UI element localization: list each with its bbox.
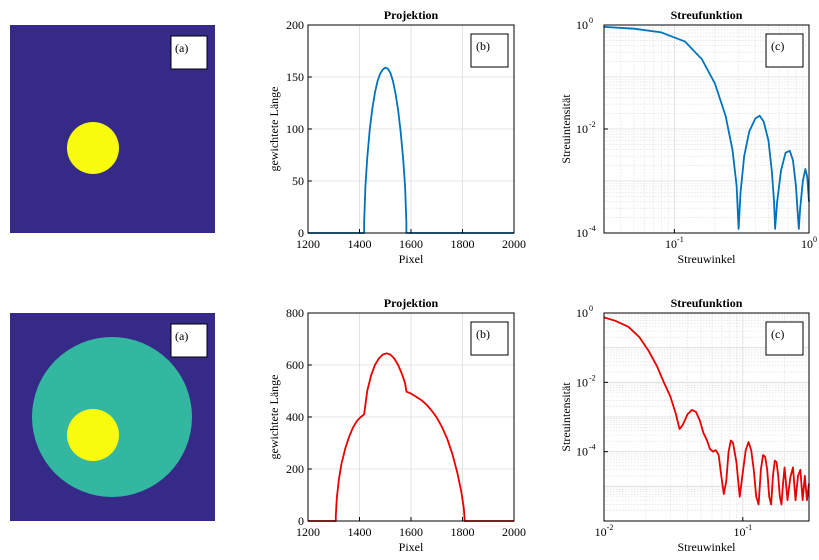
y-tick-label: 150: [286, 70, 304, 84]
y-tick-label: 0: [298, 226, 304, 240]
y-tick-label: 10: [576, 306, 588, 320]
y-tick-exponent: -4: [589, 224, 596, 233]
y-axis-label: gewichtete Länge: [267, 87, 281, 172]
x-tick-label: 1200: [296, 525, 320, 539]
projection-chart-bottom: 1200 1400 1600 1800 2000 0 200 400 600 800 Projekt…: [267, 296, 526, 554]
y-tick-label: 10: [576, 375, 588, 389]
series-line-0: [603, 25, 810, 230]
x-tick-label: 1600: [399, 237, 423, 251]
chart-title: Projektion: [384, 8, 439, 22]
y-axis-label: gewichtete Länge: [267, 375, 281, 460]
y-tick-label: 200: [286, 18, 304, 32]
x-tick-label: 1800: [451, 237, 475, 251]
image-panel-top: (a): [10, 25, 215, 233]
x-tick-label: 1600: [399, 525, 423, 539]
teal-disk: [32, 337, 192, 497]
y-tick-label: 800: [286, 306, 304, 320]
x-axis-label: Streuwinkel: [678, 540, 737, 554]
series-line-0: [308, 66, 514, 234]
y-tick-exponent: -2: [589, 120, 596, 129]
panel-label-box: [470, 33, 509, 68]
axes-frame: [603, 312, 810, 522]
y-tick-label: 600: [286, 358, 304, 372]
x-tick-label: 1400: [348, 525, 372, 539]
yellow-disk: [67, 122, 119, 174]
panel-label: (a): [175, 329, 188, 343]
y-tick-label: 10: [576, 445, 588, 459]
series-line-0: [603, 316, 810, 506]
panel-label-box: [765, 33, 804, 68]
y-axis-label: Streuintensität: [559, 94, 573, 164]
y-tick-label: 400: [286, 410, 304, 424]
y-tick-label: 200: [286, 462, 304, 476]
y-tick-exponent: -4: [589, 443, 596, 452]
y-tick-label: 10: [576, 18, 588, 32]
chart-title: Projektion: [384, 296, 439, 310]
y-axis-label: Streuintensität: [559, 382, 573, 452]
panel-label-box: [170, 35, 208, 70]
panel-label-box: [765, 321, 804, 356]
yellow-disk: [67, 409, 119, 461]
y-tick-label: 100: [286, 122, 304, 136]
y-tick-exponent: -2: [589, 373, 596, 382]
x-tick-label: 100: [801, 235, 817, 251]
panel-label-box: [170, 323, 208, 358]
panel-label: (a): [175, 41, 188, 55]
x-tick-label: 1200: [296, 237, 320, 251]
panel-label: (c): [771, 39, 784, 53]
y-tick-label: 50: [292, 174, 304, 188]
x-tick-label: 2000: [502, 525, 526, 539]
image-panel-bottom: (a): [10, 313, 215, 521]
y-tick-exponent: 0: [589, 16, 593, 25]
y-tick-label: 0: [298, 514, 304, 528]
chart-title: Streufunktion: [671, 8, 743, 22]
x-axis-label: Pixel: [399, 540, 424, 554]
y-tick-label: 10: [576, 122, 588, 136]
grid: [603, 312, 810, 522]
x-tick-label: 1800: [451, 525, 475, 539]
x-tick-label: 10-2: [595, 523, 614, 539]
panel-label: (b): [476, 39, 490, 53]
x-tick-label: 1400: [348, 237, 372, 251]
series-line-0: [308, 352, 514, 522]
x-axis-label: Streuwinkel: [678, 252, 737, 266]
chart-title: Streufunktion: [671, 296, 743, 310]
x-axis-label: Pixel: [399, 252, 424, 266]
x-tick-label: 10-1: [665, 235, 684, 251]
x-tick-label: 10-1: [733, 523, 752, 539]
panel-label: (c): [771, 327, 784, 341]
y-tick-exponent: 0: [589, 304, 593, 313]
panel-label-box: [470, 321, 509, 356]
y-tick-label: 10: [576, 226, 588, 240]
panel-label: (b): [476, 327, 490, 341]
x-tick-label: 2000: [502, 237, 526, 251]
projection-chart-top: 1200 1400 1600 1800 2000 0 50 100 150 200 Projekti…: [267, 8, 526, 266]
